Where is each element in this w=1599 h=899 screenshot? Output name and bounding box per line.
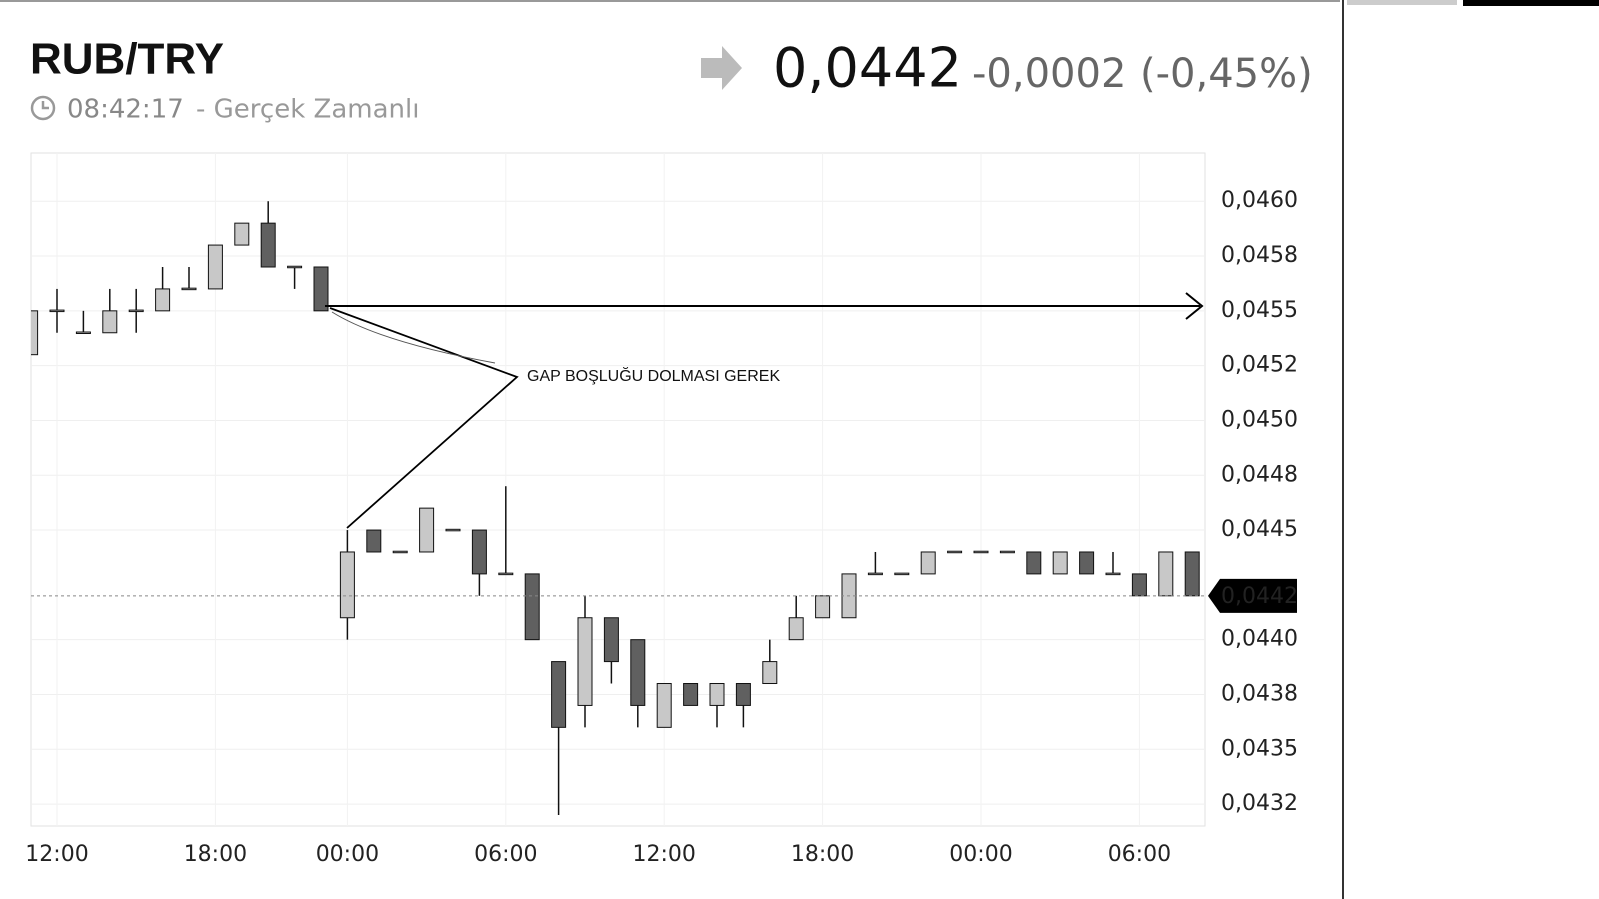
candle-body [207, 244, 223, 290]
y-tick-label: 0,0455 [1221, 298, 1298, 323]
change-pct: (-0,45%) [1140, 51, 1313, 97]
candle-body [49, 309, 65, 313]
candle-body [947, 550, 963, 554]
candle-body [867, 572, 883, 576]
candle-body [234, 222, 250, 246]
candle-body [1158, 551, 1174, 597]
clock-hand [41, 101, 49, 110]
x-tick-label: 06:00 [1108, 842, 1171, 867]
candle-body [102, 310, 118, 334]
ray-arrow [1185, 292, 1204, 320]
last-price-tag [1208, 578, 1297, 613]
candle-body [1131, 573, 1147, 597]
candle-body [815, 595, 831, 619]
y-tick-label: 0,0460 [1221, 188, 1298, 213]
x-tick-label: 18:00 [184, 842, 247, 867]
candle-body [419, 507, 435, 553]
candle-body [1105, 572, 1121, 576]
y-tick-label: 0,0448 [1221, 462, 1298, 487]
candle-body [498, 572, 514, 576]
y-tick-label: 0,0450 [1221, 407, 1298, 432]
candle-body [735, 683, 751, 706]
y-tick-label: 0,0438 [1221, 681, 1298, 706]
candle-body [313, 266, 329, 312]
candle-body [31, 310, 39, 356]
x-tick-label: 18:00 [791, 842, 854, 867]
drawings [325, 292, 1204, 529]
candle-body [894, 572, 910, 576]
candle-body [973, 550, 989, 554]
y-tick-label: 0,0445 [1221, 517, 1298, 542]
price: 0,0442 [773, 37, 962, 100]
candle-body [471, 529, 487, 575]
y-tick-label: 0,0432 [1221, 791, 1298, 816]
y-tick-label: 0,0458 [1221, 243, 1298, 268]
side-tab [1347, 0, 1457, 5]
y-tick-label: 0,0440 [1221, 627, 1298, 652]
candle-body [260, 222, 276, 268]
plot-frame [30, 152, 1206, 827]
time: 08:42:17 [67, 95, 184, 125]
source: - Gerçek Zamanlı [196, 95, 419, 125]
y-tick-label: 0,0452 [1221, 353, 1298, 378]
candle-body [128, 309, 144, 313]
candle-body [551, 661, 567, 728]
candle-body [683, 683, 699, 706]
grid [31, 153, 1205, 826]
candle-body [920, 551, 936, 575]
candle-body [155, 288, 171, 312]
arrow-icon [701, 46, 742, 90]
candle-body [287, 265, 303, 269]
candle-body [709, 683, 725, 706]
candle-body [339, 551, 355, 619]
clock-icon [30, 95, 56, 121]
candles [31, 201, 1200, 816]
candle-body [524, 573, 540, 641]
candle-body [630, 639, 646, 706]
candle-body [577, 617, 593, 706]
last-price-label: 0,0442 [1221, 584, 1298, 609]
candle-body [366, 529, 382, 553]
candle-body [392, 550, 408, 554]
x-tick-label: 00:00 [949, 842, 1012, 867]
candle-body [1184, 551, 1200, 597]
candle-body [999, 550, 1015, 554]
x-tick-label: 12:00 [25, 842, 88, 867]
candle-body [445, 528, 461, 532]
candle-body [656, 683, 672, 728]
x-tick-label: 12:00 [632, 842, 695, 867]
side-tab [1463, 0, 1599, 6]
candle-body [603, 617, 619, 663]
x-tick-label: 00:00 [316, 842, 379, 867]
candle-body [1026, 551, 1042, 575]
candle-body [181, 287, 197, 291]
callout-curve [331, 311, 496, 364]
symbol: RUB/TRY [30, 35, 224, 84]
candle-body [762, 661, 778, 685]
candle-body [75, 331, 91, 335]
y-tick-label: 0,0435 [1221, 736, 1298, 761]
candle-body [1052, 551, 1068, 575]
candle-body [1079, 551, 1095, 575]
change: -0,0002 [972, 51, 1126, 97]
x-tick-label: 06:00 [474, 842, 537, 867]
callout-line [329, 307, 519, 529]
candle-body [788, 617, 804, 641]
annotation: GAP BOŞLUĞU DOLMASI GEREK [527, 366, 780, 385]
